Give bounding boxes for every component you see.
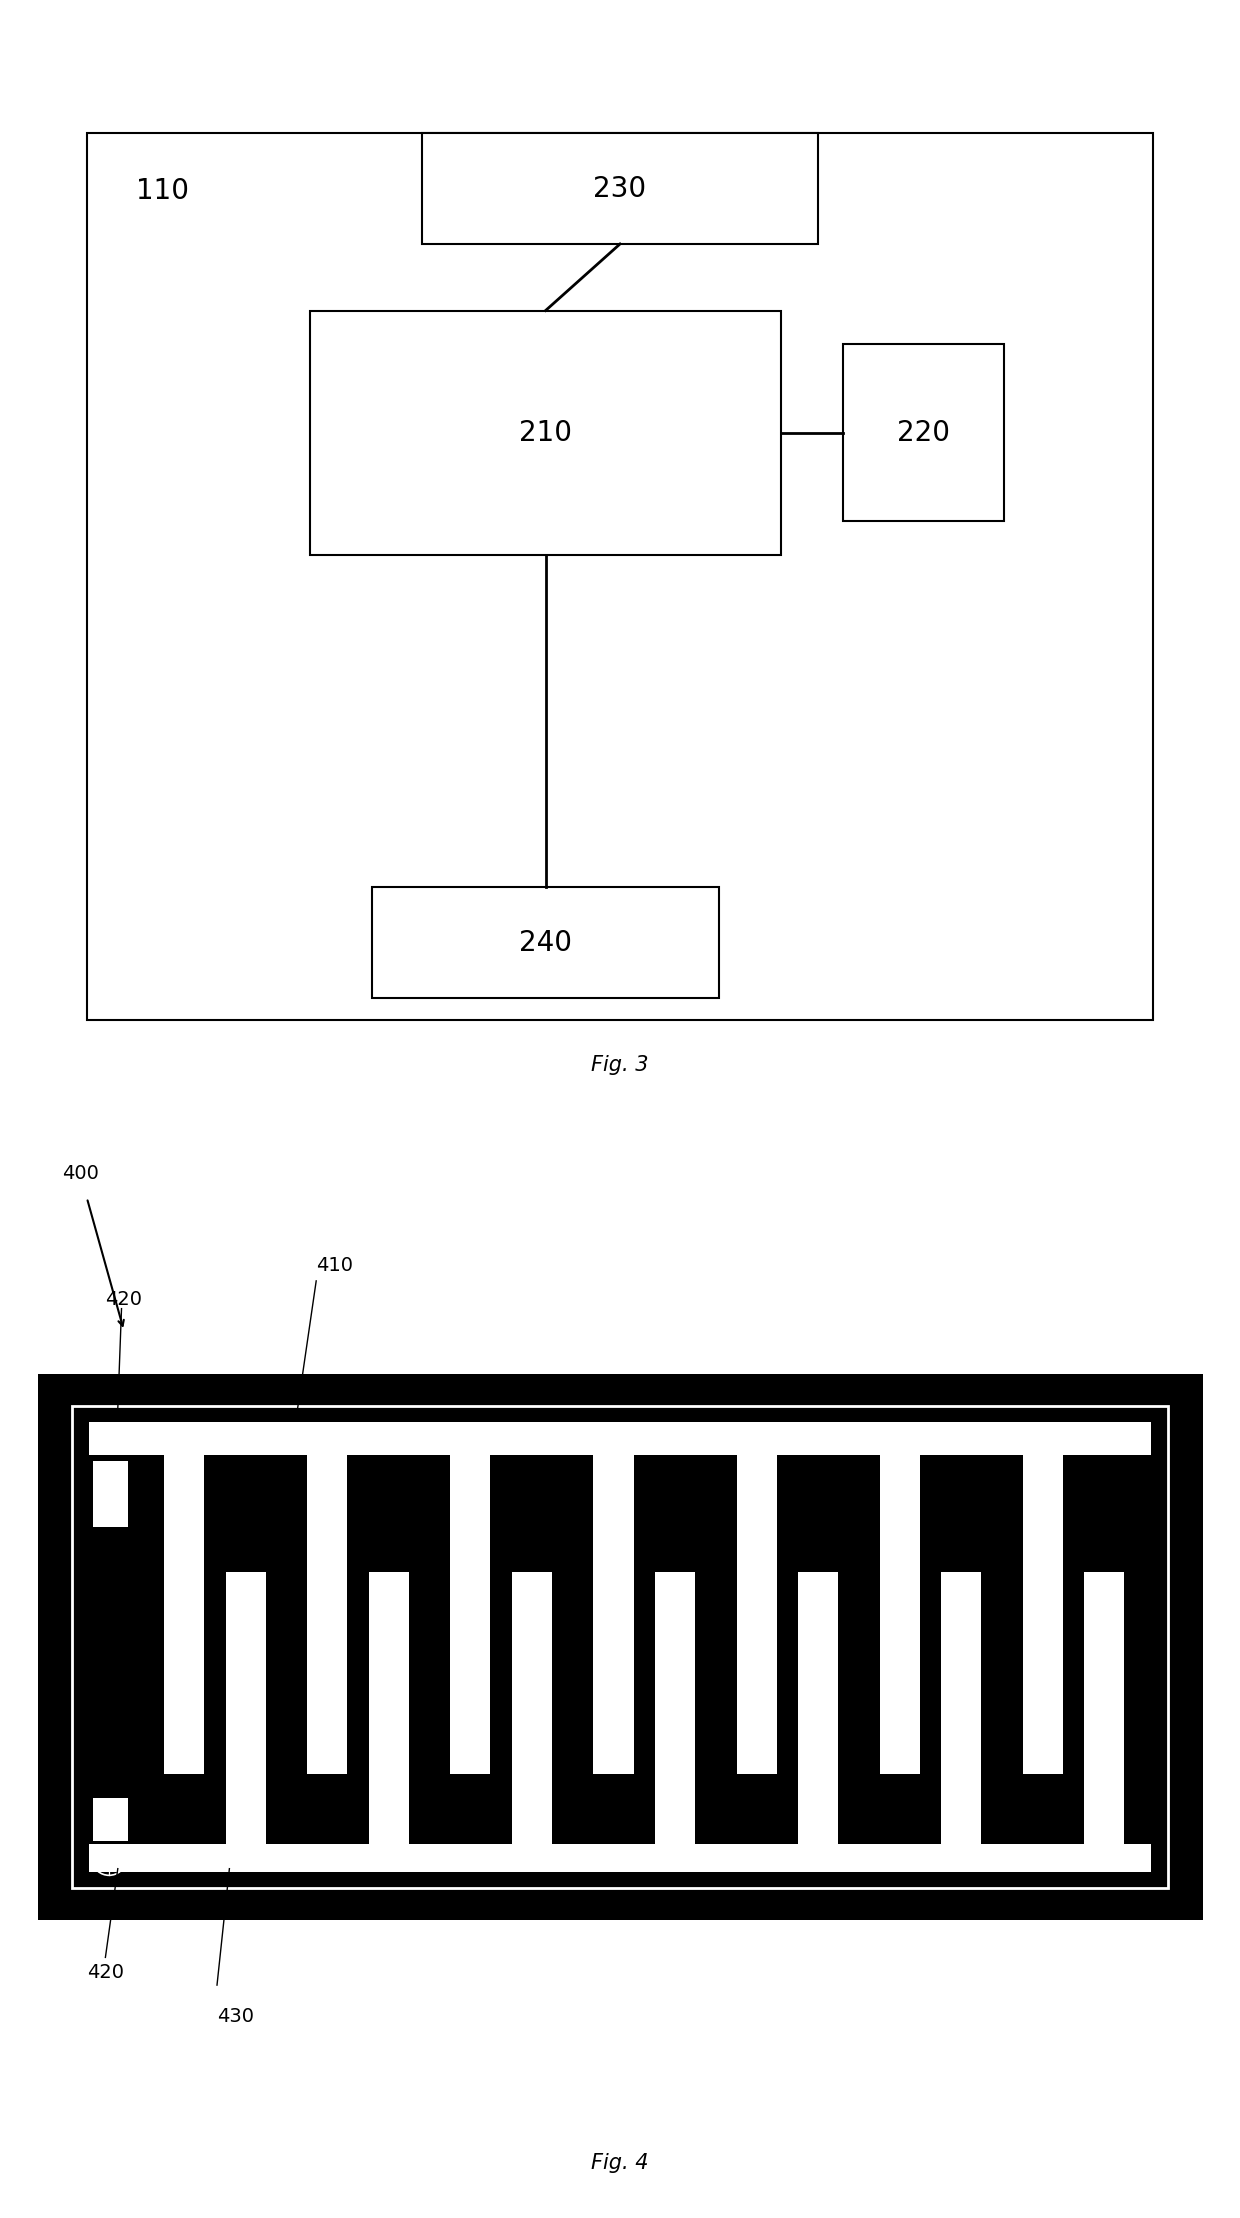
Bar	[226, 1573, 265, 1845]
Bar	[89, 1422, 1151, 1872]
Text: Fig. 3: Fig. 3	[591, 1054, 649, 1076]
Bar	[512, 1573, 552, 1845]
Bar	[308, 1455, 347, 1774]
Bar	[737, 1455, 816, 1475]
Bar	[89, 1422, 1151, 1872]
Bar	[1023, 1455, 1101, 1475]
Text: 210: 210	[520, 419, 572, 446]
Bar	[655, 1573, 696, 1845]
Bar	[594, 1455, 672, 1475]
Text: Fig. 4: Fig. 4	[591, 2151, 649, 2174]
Bar	[372, 887, 719, 998]
Bar	[308, 1455, 386, 1475]
Bar	[164, 1455, 243, 1475]
Bar	[164, 1455, 205, 1774]
Bar	[368, 1573, 409, 1845]
Text: 230: 230	[594, 175, 646, 202]
Bar	[941, 1573, 981, 1845]
Bar	[737, 1455, 776, 1774]
Bar	[72, 1406, 1168, 1888]
Bar	[450, 1455, 529, 1475]
Text: 400: 400	[62, 1164, 99, 1184]
Bar	[450, 1455, 490, 1774]
Bar	[879, 1455, 959, 1475]
Text: 420: 420	[87, 1963, 124, 1983]
Bar	[879, 1455, 920, 1774]
Bar	[799, 1573, 838, 1845]
Bar	[87, 133, 1153, 1020]
Bar	[1023, 1455, 1063, 1774]
Bar	[594, 1455, 634, 1774]
Text: 420: 420	[105, 1289, 143, 1309]
Bar	[89, 1845, 1151, 1872]
Bar	[50, 1386, 1190, 1907]
Bar	[89, 1422, 1151, 1455]
Text: 220: 220	[898, 419, 950, 446]
Bar	[93, 1462, 128, 1528]
Bar	[310, 311, 781, 554]
Text: 410: 410	[316, 1255, 353, 1275]
Text: 240: 240	[520, 929, 572, 956]
Bar	[93, 1797, 128, 1841]
Bar	[422, 133, 818, 244]
Text: 110: 110	[136, 177, 190, 206]
Text: 430: 430	[217, 2007, 254, 2027]
Bar	[1085, 1573, 1125, 1845]
Bar	[843, 344, 1004, 521]
